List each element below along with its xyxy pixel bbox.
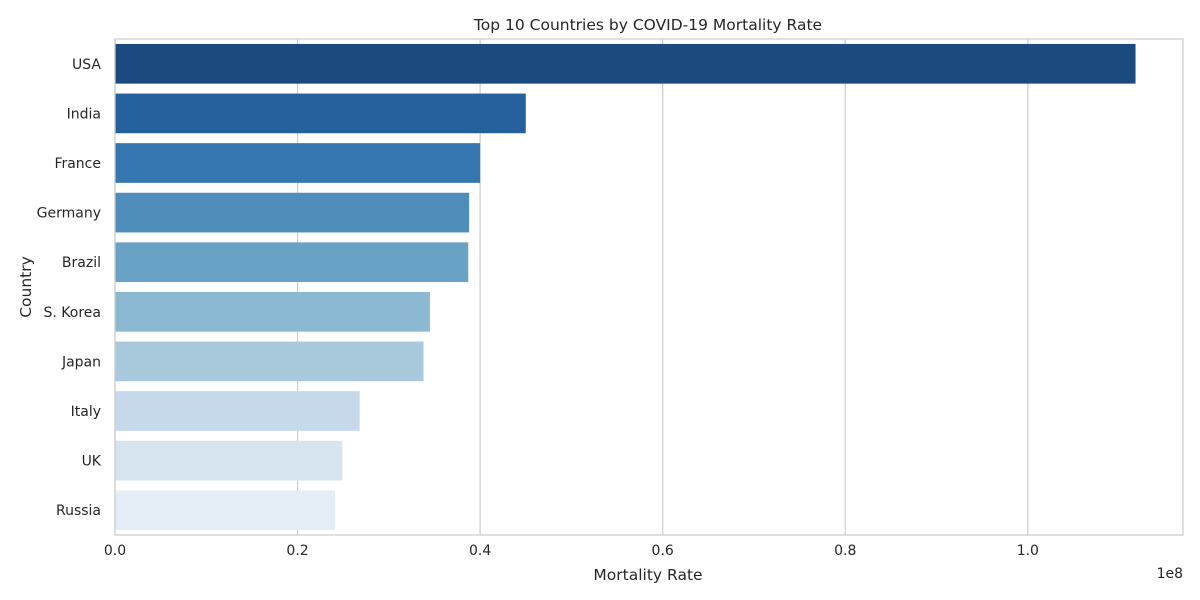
y-tick-label: Germany	[37, 206, 101, 222]
y-axis-title: Country	[17, 256, 35, 318]
x-tick-label: 0.2	[286, 543, 308, 559]
x-tick-label: 0.8	[834, 543, 856, 559]
x-tick-label: 0.4	[469, 543, 491, 559]
y-tick-label: S. Korea	[44, 305, 101, 321]
plot-frame	[114, 38, 1184, 536]
y-tick-label: France	[54, 156, 101, 172]
x-tick-label: 1.0	[1017, 543, 1039, 559]
x-tick-label: 0.6	[652, 543, 674, 559]
bar-s-korea	[115, 291, 430, 332]
y-tick-labels: USA India France Germany Brazil S. Korea Japan…	[37, 57, 102, 519]
bar-japan	[115, 341, 424, 382]
bar-france	[115, 143, 481, 183]
chart-title: Top 10 Countries by COVID-19 Mortality R…	[473, 16, 822, 34]
y-tick-label: Brazil	[62, 255, 101, 271]
bar-brazil	[115, 242, 469, 283]
x-axis-title: Mortality Rate	[593, 566, 702, 584]
y-tick-label: Japan	[61, 354, 101, 370]
bar-uk	[115, 440, 343, 481]
y-tick-label: Italy	[71, 404, 101, 420]
y-tick-label: UK	[82, 454, 102, 470]
y-tick-label: Russia	[56, 503, 101, 519]
bar-india	[115, 93, 526, 134]
bar-russia	[115, 490, 335, 531]
x-tick-labels: 0.0 0.2 0.4 0.6 0.8 1.0	[104, 543, 1039, 559]
x-axis-offset-label: 1e8	[1157, 566, 1183, 582]
bar-italy	[115, 391, 360, 431]
bar-germany	[115, 192, 470, 233]
bars	[115, 43, 1136, 531]
y-tick-label: USA	[72, 57, 101, 73]
bar-usa	[115, 43, 1136, 84]
y-tick-label: India	[67, 106, 101, 122]
x-tick-label: 0.0	[104, 543, 126, 559]
